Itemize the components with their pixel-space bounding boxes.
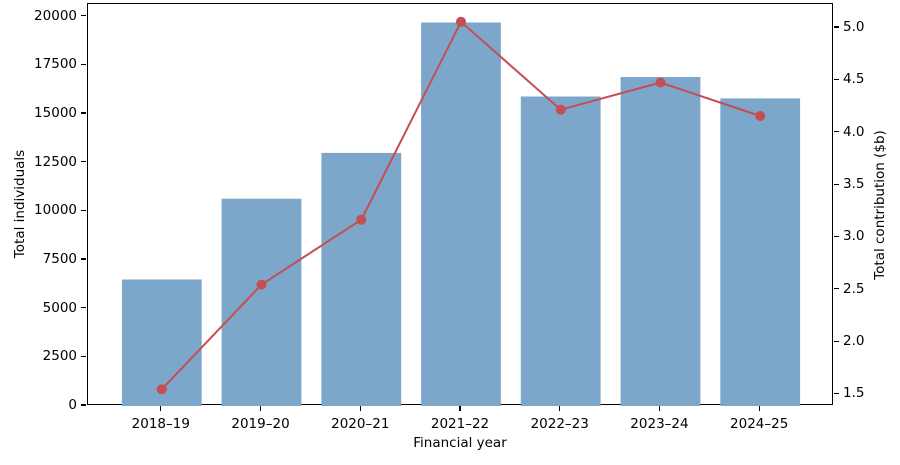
x-tick-mark [259,406,262,411]
bar-2022–23 [520,96,601,406]
bar-2024–25 [720,98,801,407]
left-tick-label: 0 [68,397,77,413]
left-tick-mark [81,209,86,211]
left-tick-mark [81,112,86,114]
x-tick-label: 2022–23 [530,416,589,432]
right-tick-label: 2.5 [843,280,865,297]
left-tick-label: 5000 [42,299,77,316]
x-tick-label: 2023–24 [630,416,689,432]
left-tick-label: 7500 [42,250,77,267]
left-tick-mark [81,15,86,17]
right-tick-label: 5.0 [843,19,865,36]
right-tick-mark [834,183,839,185]
left-tick-mark [81,307,86,309]
x-tick-label: 2024–25 [730,416,789,432]
bar-2023–24 [620,77,701,406]
left-tick-label: 12500 [34,153,77,170]
x-tick-mark [160,406,162,411]
right-axis-title: Total contribution ($b) [872,130,888,280]
right-tick-label: 3.0 [843,228,865,245]
line-point-2021–22 [456,16,466,27]
left-tick-mark [81,355,86,357]
right-tick-mark [834,288,839,290]
x-tick-mark [359,406,361,411]
right-tick-label: 2.0 [843,333,865,350]
left-tick-label: 20000 [34,7,77,24]
right-tick-mark [834,78,839,80]
right-tick-label: 4.5 [843,71,865,88]
x-tick-mark [758,406,760,411]
left-tick-mark [81,404,86,406]
line-point-2022–23 [555,104,566,115]
x-tick-label: 2021–22 [430,416,490,432]
line-point-2019–20 [256,279,267,290]
left-axis-title: Total individuals [12,149,28,259]
x-axis-title: Financial year [413,435,507,451]
line-point-2018–19 [156,384,167,395]
left-tick-mark [81,63,86,65]
x-tick-label: 2018–19 [131,416,190,432]
right-tick-mark [834,26,839,28]
right-tick-mark [834,131,839,133]
plot-area [87,3,833,407]
left-tick-mark [81,161,86,163]
right-tick-mark [834,392,839,395]
left-tick-label: 2500 [42,348,77,365]
x-tick-mark [559,406,561,411]
line-point-2020–21 [356,214,367,225]
x-tick-mark [459,406,461,411]
right-tick-label: 4.0 [843,123,865,140]
x-tick-label: 2020–21 [331,416,390,432]
x-tick-label: 2019–20 [231,416,290,432]
left-tick-mark [81,258,86,260]
bar-2020–21 [321,152,402,406]
bar-2019–20 [221,198,302,406]
right-tick-mark [834,235,839,238]
bar-2021–22 [421,22,501,406]
line-point-2024–25 [755,111,766,121]
plot-canvas [121,16,801,407]
left-tick-label: 17500 [34,56,77,73]
line-point-2023–24 [655,77,666,88]
left-tick-label: 10000 [34,202,77,219]
right-tick-label: 1.5 [843,385,865,402]
left-tick-label: 15000 [34,104,77,121]
x-tick-mark [658,406,661,411]
right-tick-label: 3.5 [843,176,865,193]
right-tick-mark [834,340,839,342]
